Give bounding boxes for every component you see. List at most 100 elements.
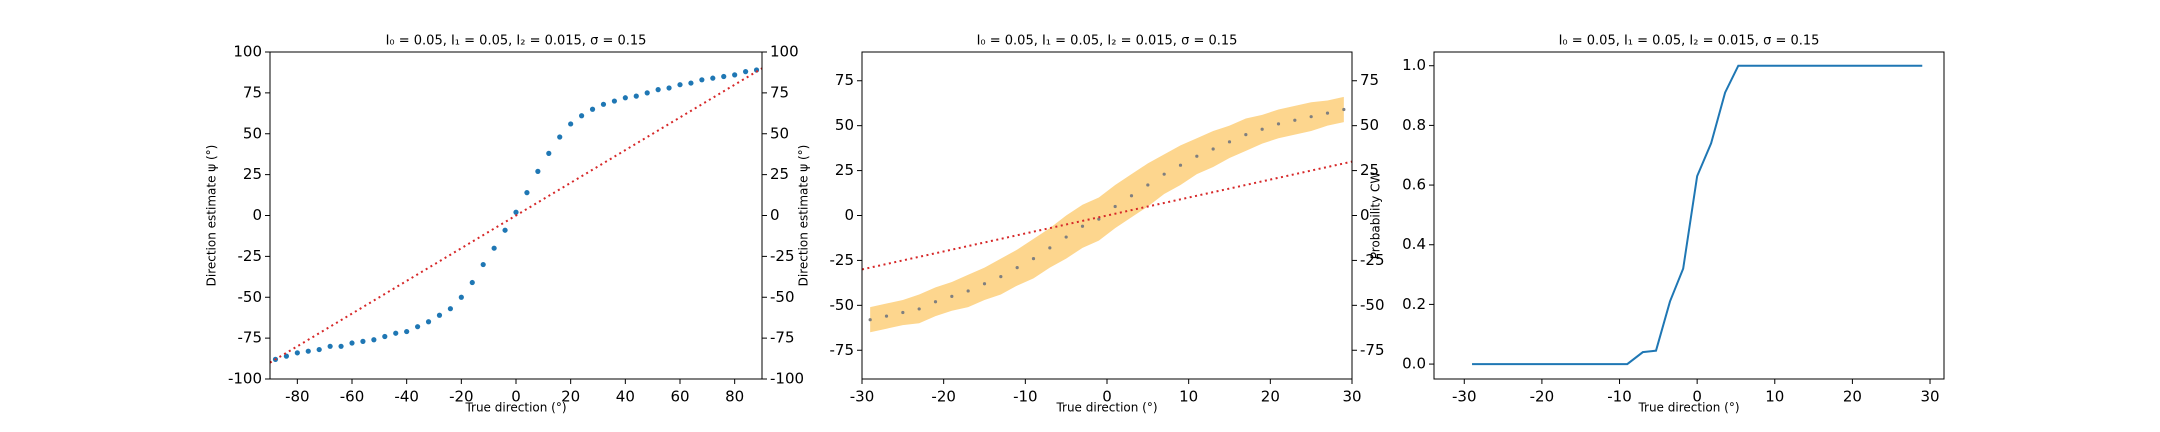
x-axis-label: True direction (°): [464, 401, 566, 415]
x-tick-label: -60: [340, 388, 365, 406]
y2-tick-label: -25: [1360, 251, 1385, 269]
confidence-band: [870, 96, 1344, 333]
mean-point: [1113, 204, 1117, 209]
mean-point: [1195, 154, 1199, 158]
mean-point: [982, 282, 987, 286]
scatter-point: [447, 306, 453, 312]
x-tick-label: 30: [1920, 388, 1939, 406]
y-tick-label: 0.4: [1402, 235, 1426, 253]
scatter-point: [557, 134, 563, 140]
y2-tick-label: 25: [770, 165, 789, 183]
scatter-point: [524, 190, 530, 196]
y2-tick-label: 0: [770, 206, 780, 224]
y2-tick-label: 100: [770, 43, 799, 61]
mean-point: [1325, 111, 1330, 115]
scatter-point: [622, 95, 628, 101]
mean-point: [1260, 127, 1264, 131]
y-tick-label: -100: [228, 370, 262, 388]
y2-tick-label: 50: [1360, 116, 1379, 134]
y2-tick-label: -25: [770, 247, 795, 265]
mean-point: [901, 310, 905, 315]
x-tick-label: -10: [1013, 388, 1038, 406]
x-tick-label: -30: [1452, 388, 1477, 406]
reference-line: [861, 160, 1353, 271]
scatter-point: [436, 312, 443, 318]
scatter-point: [732, 72, 738, 78]
scatter-point: [371, 337, 377, 343]
mean-point: [1162, 172, 1166, 176]
y-tick-label: 0: [844, 206, 854, 224]
x-tick-label: -40: [394, 388, 419, 406]
scatter-point: [699, 77, 705, 83]
y-tick-label: 0.0: [1402, 355, 1426, 373]
x-tick-label: 20: [1843, 388, 1862, 406]
y-tick-label: 0: [252, 206, 262, 224]
y-tick-label: 0.2: [1402, 295, 1426, 313]
x-tick-label: 0: [1692, 388, 1702, 406]
scatter-point: [327, 343, 333, 349]
scatter-point: [666, 85, 672, 91]
axes-frame: [861, 51, 1353, 380]
x-tick-label: 10: [1179, 388, 1198, 406]
y-tick-label: 50: [835, 116, 854, 134]
mean-point: [1064, 235, 1068, 239]
y-tick-label: -75: [830, 341, 855, 359]
y-axis-label: Probability CW: [1369, 172, 1383, 260]
scatter-point: [535, 168, 541, 174]
x-axis-label: True direction (°): [1055, 401, 1157, 415]
scatter-point: [393, 330, 399, 336]
x-tick-label: -30: [850, 388, 875, 406]
y2-tick-label: 75: [770, 83, 789, 101]
mean-point: [1129, 194, 1134, 198]
y-tick-label: 0.6: [1402, 176, 1426, 194]
x-tick-label: 80: [725, 388, 744, 406]
y-tick-label: 0.8: [1402, 116, 1426, 134]
mean-point: [999, 274, 1003, 279]
y-tick-label: 100: [233, 43, 262, 61]
scatter-point: [600, 101, 607, 107]
x-tick-label: 10: [1765, 388, 1784, 406]
data-line: [1472, 64, 1923, 366]
scatter-point: [502, 227, 508, 233]
scatter-point: [677, 82, 683, 88]
scatter-point: [349, 340, 355, 346]
scatter-point: [710, 75, 716, 81]
scatter-point: [469, 279, 475, 286]
chart-title: I₀ = 0.05, I₁ = 0.05, I₂ = 0.015, σ = 0.…: [1559, 34, 1820, 49]
x-axis-label: True direction (°): [1637, 401, 1739, 415]
y2-tick-label: -100: [770, 370, 804, 388]
mean-point: [1227, 140, 1232, 144]
mean-point: [1146, 183, 1150, 187]
y-axis-label: Direction estimate ψ (°): [797, 145, 811, 287]
mean-point: [1080, 224, 1085, 228]
y-tick-label: 1.0: [1402, 56, 1426, 74]
mean-point: [1178, 163, 1183, 167]
y-tick-label: 25: [835, 161, 854, 179]
mean-point: [1276, 122, 1281, 126]
y-tick-label: -25: [830, 251, 855, 269]
mean-point: [1342, 107, 1346, 112]
scatter-point: [425, 319, 432, 325]
x-tick-label: 30: [1342, 388, 1361, 406]
y2-tick-label: 75: [1360, 71, 1379, 89]
scatter-point: [305, 348, 311, 354]
scatter-point: [360, 338, 366, 344]
reference-line: [269, 67, 763, 364]
mean-point: [1015, 266, 1019, 270]
y2-tick-label: 0: [1360, 206, 1370, 224]
y-tick-label: -25: [238, 247, 263, 265]
mean-point: [1244, 133, 1248, 137]
y2-tick-label: -75: [1360, 341, 1385, 359]
mean-point: [884, 314, 889, 318]
mean-point: [966, 289, 970, 293]
scatter-point: [491, 245, 497, 251]
y-axis-label: Direction estimate ψ (°): [205, 145, 219, 287]
mean-point: [933, 300, 938, 304]
y2-tick-label: -75: [770, 329, 795, 347]
x-tick-label: -80: [285, 388, 310, 406]
mean-point: [868, 318, 872, 322]
y-tick-label: -50: [830, 296, 855, 314]
x-tick-label: 40: [616, 388, 635, 406]
mean-point: [1309, 115, 1313, 119]
